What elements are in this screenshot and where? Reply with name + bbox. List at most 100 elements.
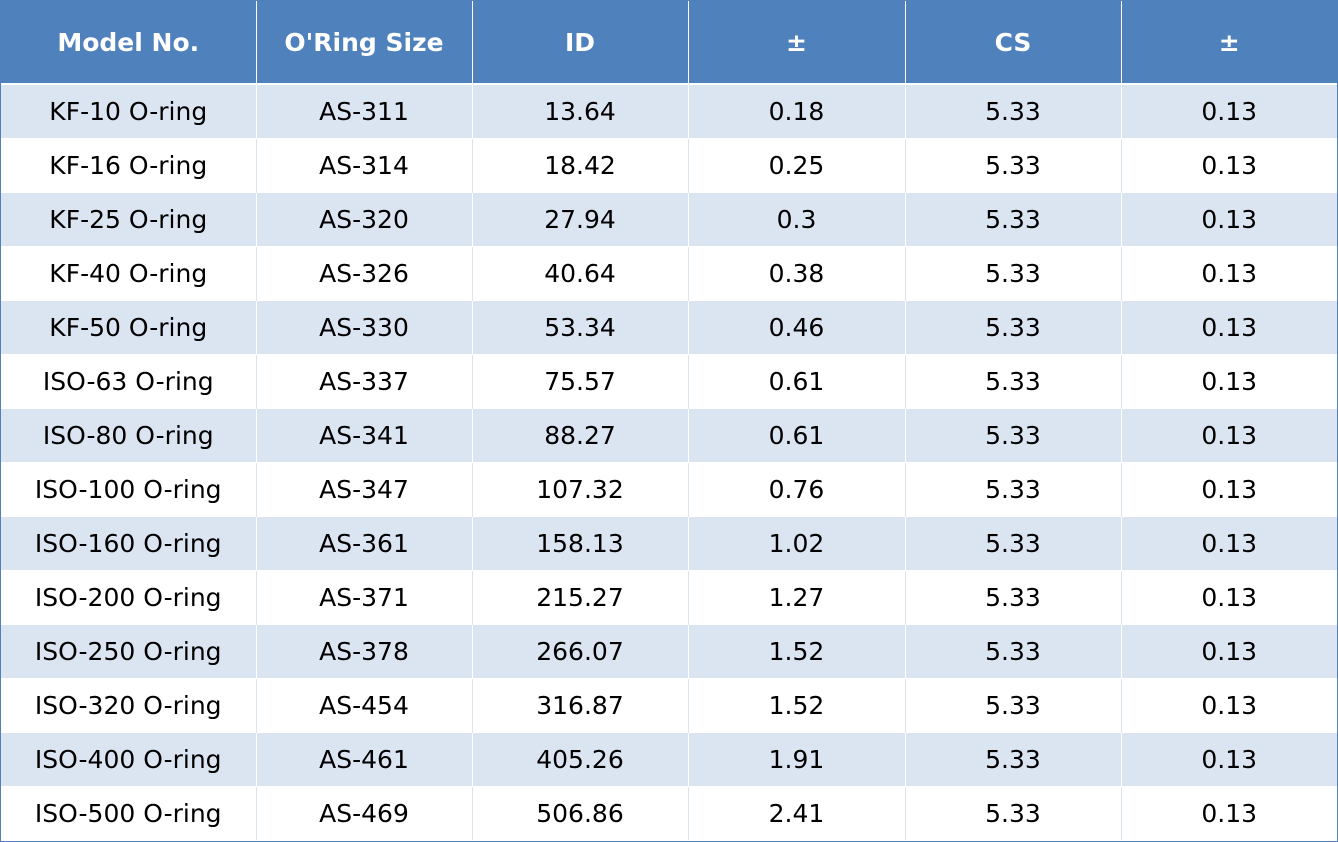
table-row: KF-10 O-ring AS-311 13.64 0.18 5.33 0.13 <box>1 83 1337 139</box>
cell-id: 27.94 <box>471 192 689 247</box>
cell-oring-size: AS-378 <box>255 624 473 679</box>
table-header: Model No. O'Ring Size ID ± CS ± <box>1 1 1337 85</box>
cell-model-no: KF-10 O-ring <box>1 83 257 139</box>
cell-id-tolerance: 0.3 <box>687 192 906 247</box>
cell-cs-tolerance: 0.13 <box>1120 300 1337 355</box>
header-model-no: Model No. <box>1 1 257 85</box>
table-row: ISO-500 O-ring AS-469 506.86 2.41 5.33 0… <box>1 786 1337 840</box>
cell-model-no: ISO-500 O-ring <box>1 786 257 840</box>
cell-id: 506.86 <box>471 786 689 840</box>
cell-oring-size: AS-320 <box>255 192 473 247</box>
cell-cs: 5.33 <box>904 786 1122 840</box>
table-row: ISO-63 O-ring AS-337 75.57 0.61 5.33 0.1… <box>1 354 1337 409</box>
cell-id-tolerance: 0.76 <box>687 462 906 517</box>
table-body: KF-10 O-ring AS-311 13.64 0.18 5.33 0.13… <box>1 83 1337 840</box>
cell-id-tolerance: 1.02 <box>687 516 906 571</box>
cell-id-tolerance: 0.25 <box>687 138 906 193</box>
table-row: ISO-200 O-ring AS-371 215.27 1.27 5.33 0… <box>1 570 1337 625</box>
cell-oring-size: AS-326 <box>255 246 473 301</box>
cell-cs: 5.33 <box>904 192 1122 247</box>
cell-id: 75.57 <box>471 354 689 409</box>
cell-cs: 5.33 <box>904 408 1122 463</box>
cell-id-tolerance: 0.61 <box>687 408 906 463</box>
cell-cs-tolerance: 0.13 <box>1120 138 1337 193</box>
cell-cs-tolerance: 0.13 <box>1120 83 1337 139</box>
cell-cs: 5.33 <box>904 516 1122 571</box>
cell-oring-size: AS-341 <box>255 408 473 463</box>
cell-id: 88.27 <box>471 408 689 463</box>
cell-cs-tolerance: 0.13 <box>1120 732 1337 787</box>
cell-id: 107.32 <box>471 462 689 517</box>
cell-id-tolerance: 0.46 <box>687 300 906 355</box>
cell-cs: 5.33 <box>904 138 1122 193</box>
cell-oring-size: AS-371 <box>255 570 473 625</box>
cell-cs-tolerance: 0.13 <box>1120 192 1337 247</box>
table-row: KF-25 O-ring AS-320 27.94 0.3 5.33 0.13 <box>1 192 1337 247</box>
header-cs-tolerance: ± <box>1120 1 1337 85</box>
cell-oring-size: AS-461 <box>255 732 473 787</box>
cell-oring-size: AS-330 <box>255 300 473 355</box>
cell-model-no: ISO-100 O-ring <box>1 462 257 517</box>
table-row: ISO-80 O-ring AS-341 88.27 0.61 5.33 0.1… <box>1 408 1337 463</box>
cell-id-tolerance: 2.41 <box>687 786 906 840</box>
cell-cs: 5.33 <box>904 624 1122 679</box>
header-row: Model No. O'Ring Size ID ± CS ± <box>1 1 1337 85</box>
cell-oring-size: AS-311 <box>255 83 473 139</box>
header-id-tolerance: ± <box>687 1 906 85</box>
table-row: KF-50 O-ring AS-330 53.34 0.46 5.33 0.13 <box>1 300 1337 355</box>
cell-cs: 5.33 <box>904 83 1122 139</box>
cell-model-no: KF-50 O-ring <box>1 300 257 355</box>
cell-model-no: KF-16 O-ring <box>1 138 257 193</box>
cell-model-no: ISO-250 O-ring <box>1 624 257 679</box>
cell-oring-size: AS-337 <box>255 354 473 409</box>
cell-model-no: KF-40 O-ring <box>1 246 257 301</box>
cell-cs-tolerance: 0.13 <box>1120 786 1337 840</box>
cell-oring-size: AS-314 <box>255 138 473 193</box>
cell-id: 18.42 <box>471 138 689 193</box>
cell-cs-tolerance: 0.13 <box>1120 516 1337 571</box>
cell-cs-tolerance: 0.13 <box>1120 624 1337 679</box>
cell-model-no: ISO-80 O-ring <box>1 408 257 463</box>
cell-oring-size: AS-469 <box>255 786 473 840</box>
cell-id-tolerance: 1.91 <box>687 732 906 787</box>
cell-model-no: ISO-320 O-ring <box>1 678 257 733</box>
cell-id-tolerance: 0.18 <box>687 83 906 139</box>
cell-id: 405.26 <box>471 732 689 787</box>
cell-cs: 5.33 <box>904 462 1122 517</box>
table-row: ISO-160 O-ring AS-361 158.13 1.02 5.33 0… <box>1 516 1337 571</box>
cell-cs-tolerance: 0.13 <box>1120 462 1337 517</box>
cell-id: 53.34 <box>471 300 689 355</box>
cell-cs: 5.33 <box>904 570 1122 625</box>
cell-id: 158.13 <box>471 516 689 571</box>
cell-cs: 5.33 <box>904 300 1122 355</box>
cell-id: 40.64 <box>471 246 689 301</box>
header-oring-size: O'Ring Size <box>255 1 473 85</box>
cell-model-no: ISO-400 O-ring <box>1 732 257 787</box>
cell-cs-tolerance: 0.13 <box>1120 570 1337 625</box>
cell-cs: 5.33 <box>904 678 1122 733</box>
cell-oring-size: AS-347 <box>255 462 473 517</box>
table-row: ISO-100 O-ring AS-347 107.32 0.76 5.33 0… <box>1 462 1337 517</box>
cell-model-no: ISO-160 O-ring <box>1 516 257 571</box>
cell-id: 316.87 <box>471 678 689 733</box>
table-row: ISO-250 O-ring AS-378 266.07 1.52 5.33 0… <box>1 624 1337 679</box>
table-row: ISO-320 O-ring AS-454 316.87 1.52 5.33 0… <box>1 678 1337 733</box>
cell-id: 215.27 <box>471 570 689 625</box>
header-cs: CS <box>904 1 1122 85</box>
cell-id-tolerance: 0.38 <box>687 246 906 301</box>
cell-id-tolerance: 1.52 <box>687 624 906 679</box>
cell-cs: 5.33 <box>904 246 1122 301</box>
cell-cs: 5.33 <box>904 732 1122 787</box>
cell-id-tolerance: 0.61 <box>687 354 906 409</box>
table-row: ISO-400 O-ring AS-461 405.26 1.91 5.33 0… <box>1 732 1337 787</box>
cell-model-no: KF-25 O-ring <box>1 192 257 247</box>
cell-id: 13.64 <box>471 83 689 139</box>
cell-model-no: ISO-63 O-ring <box>1 354 257 409</box>
cell-id-tolerance: 1.27 <box>687 570 906 625</box>
cell-cs-tolerance: 0.13 <box>1120 678 1337 733</box>
cell-oring-size: AS-454 <box>255 678 473 733</box>
cell-id-tolerance: 1.52 <box>687 678 906 733</box>
header-id: ID <box>471 1 689 85</box>
